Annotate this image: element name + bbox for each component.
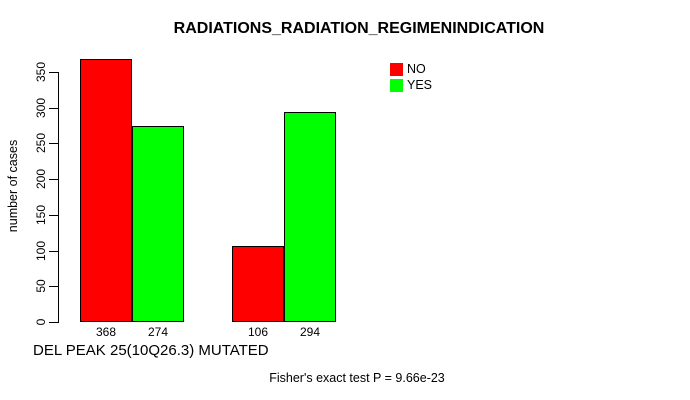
y-tick <box>49 107 58 109</box>
y-tick-label: 150 <box>34 204 48 225</box>
y-tick-label: 100 <box>34 240 48 261</box>
y-tick-label: 50 <box>34 279 48 293</box>
fisher-test-footnote: Fisher's exact test P = 9.66e-23 <box>269 371 445 385</box>
bar-value-label: 106 <box>247 325 269 339</box>
bar-value-label: 274 <box>147 325 169 339</box>
legend-swatch-no <box>390 63 403 76</box>
bar-no-group2 <box>232 246 284 322</box>
bar-value-label: 368 <box>95 325 117 339</box>
legend-item-no: NO <box>390 63 432 76</box>
bar-no-group1 <box>80 59 132 322</box>
x-axis-label: DEL PEAK 25(10Q26.3) MUTATED <box>33 342 269 359</box>
legend-swatch-yes <box>390 79 403 92</box>
y-tick-label: 300 <box>34 97 48 118</box>
y-tick <box>49 286 58 288</box>
y-tick <box>49 214 58 216</box>
bar-yes-group1 <box>132 126 184 322</box>
y-tick-label: 250 <box>34 133 48 154</box>
y-axis-label: number of cases <box>6 139 20 233</box>
bar-yes-group2 <box>284 112 336 322</box>
legend: NO YES <box>390 63 432 92</box>
legend-label: NO <box>407 62 426 76</box>
y-tick <box>49 322 58 323</box>
y-tick-label: 0 <box>34 318 48 326</box>
legend-label: YES <box>407 78 433 92</box>
y-tick <box>49 72 58 73</box>
bar-value-label: 294 <box>299 325 321 339</box>
y-tick <box>49 250 58 252</box>
y-tick <box>49 179 58 181</box>
y-tick <box>49 143 58 145</box>
chart-title: RADIATIONS_RADIATION_REGIMENINDICATION <box>173 20 545 37</box>
y-axis-line <box>58 72 59 323</box>
y-tick-label: 350 <box>34 61 48 83</box>
legend-item-yes: YES <box>390 79 432 92</box>
y-tick-label: 200 <box>34 169 48 190</box>
